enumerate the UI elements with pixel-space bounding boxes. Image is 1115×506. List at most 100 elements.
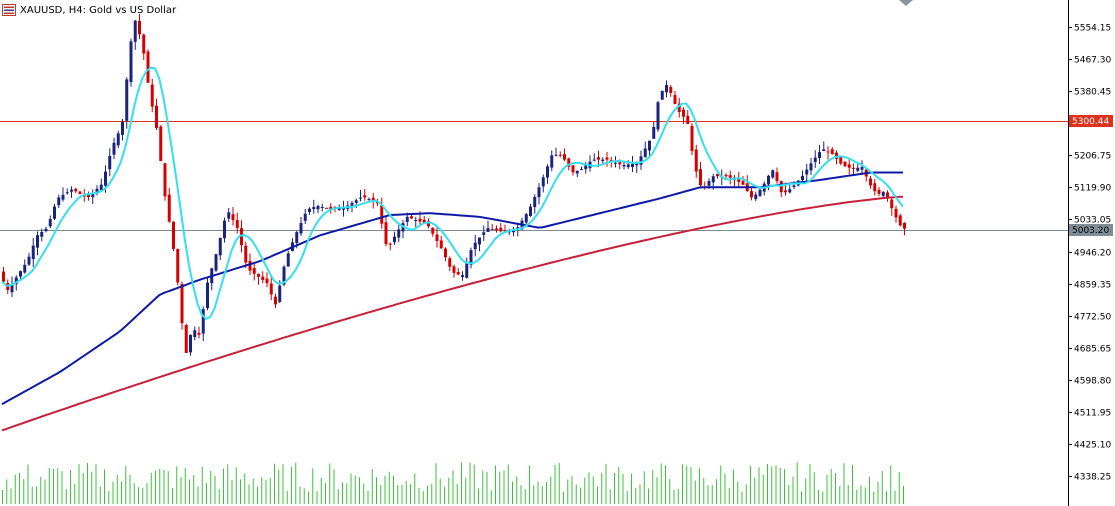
candle (750, 187, 753, 201)
candle (121, 118, 124, 141)
candle (146, 49, 150, 83)
candle (2, 267, 5, 283)
candle (257, 273, 260, 285)
candle (847, 157, 851, 175)
candle (818, 144, 821, 165)
candle (801, 170, 804, 182)
candle (214, 253, 218, 273)
price-axis-panel[interactable] (1068, 0, 1115, 506)
candle (546, 164, 549, 184)
candle (23, 259, 27, 274)
candle (779, 180, 783, 198)
candle (401, 219, 405, 239)
candle (74, 187, 78, 194)
candle (172, 221, 175, 252)
candle (210, 267, 214, 291)
candle (648, 140, 651, 157)
candle (478, 237, 481, 252)
candle (580, 166, 583, 171)
candle (728, 170, 732, 185)
candle (873, 178, 877, 196)
candle (167, 187, 171, 223)
candle (201, 306, 205, 342)
candle (843, 160, 847, 168)
candle (601, 157, 605, 165)
price-tick-label: 4425.10 (1074, 441, 1111, 451)
candle (150, 78, 154, 113)
candle (393, 231, 396, 245)
candle (826, 146, 830, 160)
bid-price-tag: 5003.20 (1069, 224, 1113, 236)
candle (70, 186, 73, 198)
price-tick-label: 5380.45 (1074, 88, 1111, 98)
candle (465, 257, 469, 279)
candle (342, 200, 345, 217)
candle (78, 190, 82, 195)
mid-moving-average-line (1, 171, 903, 405)
chart-shift-marker-icon[interactable] (899, 0, 913, 6)
candle (91, 189, 95, 205)
price-tick-label: 4685.65 (1074, 345, 1111, 355)
price-tick-label: 4598.80 (1074, 377, 1111, 387)
candle (898, 213, 902, 227)
candle (31, 238, 35, 267)
candle (682, 107, 685, 124)
candle (329, 203, 333, 214)
candle (669, 84, 673, 97)
chart-menu-icon[interactable] (2, 4, 16, 16)
candle (686, 110, 690, 125)
candle (894, 205, 898, 223)
candle (524, 212, 528, 226)
candle (384, 216, 388, 247)
candle (129, 38, 133, 87)
candle (261, 271, 265, 284)
candle (771, 169, 775, 179)
candle (325, 207, 328, 209)
candle (95, 185, 99, 196)
candle (65, 188, 69, 195)
candle (622, 161, 626, 170)
candle (244, 241, 248, 269)
candle (176, 248, 180, 286)
candle (99, 178, 103, 192)
candle (495, 225, 498, 233)
candle (512, 226, 515, 237)
candle (537, 183, 541, 205)
candle (444, 247, 447, 262)
candle (36, 231, 39, 256)
candle (809, 157, 813, 176)
chart-title: XAUUSD, H4: Gold vs US Dollar (20, 4, 177, 16)
candle (265, 272, 269, 288)
candle (316, 204, 320, 214)
candle (133, 19, 137, 50)
price-tick-label: 5033.05 (1074, 216, 1111, 226)
candle (575, 170, 579, 178)
slow-moving-average-line (1, 195, 904, 432)
price-tick-label: 5119.90 (1074, 184, 1111, 194)
candle (881, 190, 885, 198)
candle (227, 207, 231, 222)
candle (116, 130, 120, 149)
candle (754, 191, 758, 202)
candle (456, 268, 460, 276)
candle (677, 97, 681, 118)
chart-header: XAUUSD, H4: Gold vs US Dollar (2, 2, 176, 18)
candle (435, 226, 439, 248)
candle (716, 173, 719, 179)
candle (452, 264, 456, 278)
candle (639, 150, 643, 170)
price-tag-label: 5300.44 (1072, 117, 1109, 127)
level-price-tag: 5300.44 (1069, 115, 1113, 127)
candle (652, 121, 656, 139)
candle (665, 80, 668, 98)
candle (852, 163, 855, 175)
candle (291, 238, 294, 252)
candle (218, 237, 222, 261)
candle (469, 247, 473, 269)
candle (163, 163, 167, 201)
candle (588, 155, 592, 172)
candle (159, 125, 163, 162)
candle (303, 208, 307, 225)
